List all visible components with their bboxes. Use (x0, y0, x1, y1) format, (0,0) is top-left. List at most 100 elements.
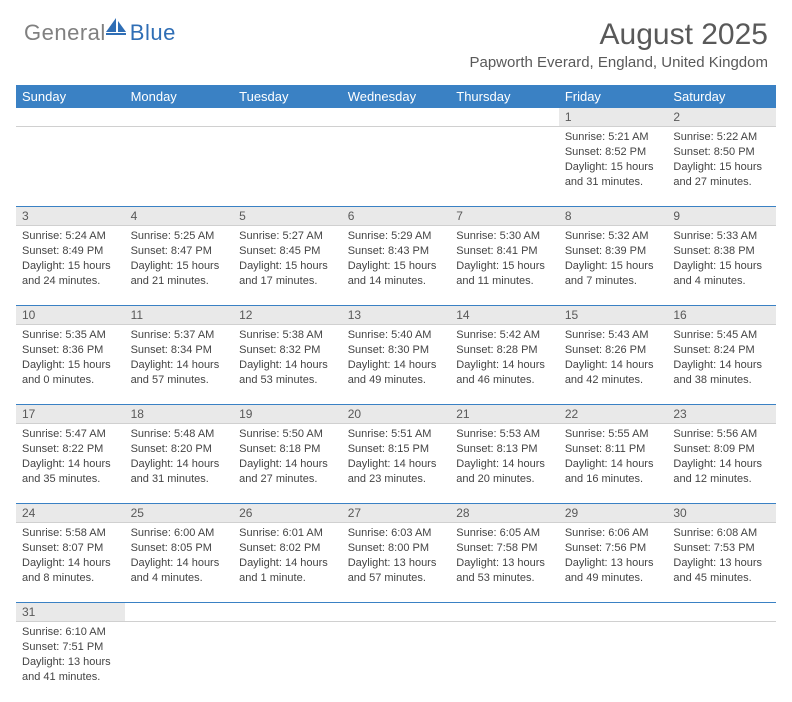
day-content-cell (450, 622, 559, 702)
day-content-cell: Sunrise: 5:43 AMSunset: 8:26 PMDaylight:… (559, 325, 668, 405)
day-number-cell: 6 (342, 207, 451, 226)
day-number-cell (342, 603, 451, 622)
day-number-cell: 31 (16, 603, 125, 622)
day-number-cell (450, 108, 559, 127)
day-number-cell: 20 (342, 405, 451, 424)
day-number-cell: 3 (16, 207, 125, 226)
day-number-cell: 12 (233, 306, 342, 325)
day-number-cell (125, 603, 234, 622)
day-number-cell: 17 (16, 405, 125, 424)
day-content-cell: Sunrise: 6:03 AMSunset: 8:00 PMDaylight:… (342, 523, 451, 603)
day-content-cell: Sunrise: 5:50 AMSunset: 8:18 PMDaylight:… (233, 424, 342, 504)
day-number-cell: 5 (233, 207, 342, 226)
day-content-cell: Sunrise: 6:10 AMSunset: 7:51 PMDaylight:… (16, 622, 125, 702)
day-number-cell: 8 (559, 207, 668, 226)
day-number-cell: 15 (559, 306, 668, 325)
day-content-row: Sunrise: 5:21 AMSunset: 8:52 PMDaylight:… (16, 127, 776, 207)
day-content-cell (342, 127, 451, 207)
weekday-header: Wednesday (342, 85, 451, 108)
day-number-cell: 13 (342, 306, 451, 325)
day-number-cell: 18 (125, 405, 234, 424)
day-content-cell: Sunrise: 5:58 AMSunset: 8:07 PMDaylight:… (16, 523, 125, 603)
day-number-row: 3456789 (16, 207, 776, 226)
day-content-cell: Sunrise: 5:47 AMSunset: 8:22 PMDaylight:… (16, 424, 125, 504)
day-number-cell: 1 (559, 108, 668, 127)
day-content-row: Sunrise: 5:35 AMSunset: 8:36 PMDaylight:… (16, 325, 776, 405)
day-number-cell (667, 603, 776, 622)
title-block: August 2025 Papworth Everard, England, U… (469, 18, 768, 71)
day-content-cell (233, 127, 342, 207)
day-number-cell (125, 108, 234, 127)
day-number-cell: 22 (559, 405, 668, 424)
day-number-cell: 11 (125, 306, 234, 325)
weekday-header: Friday (559, 85, 668, 108)
page-title: August 2025 (469, 18, 768, 52)
day-content-cell (342, 622, 451, 702)
day-content-cell: Sunrise: 5:27 AMSunset: 8:45 PMDaylight:… (233, 226, 342, 306)
day-content-cell (16, 127, 125, 207)
day-content-cell: Sunrise: 5:55 AMSunset: 8:11 PMDaylight:… (559, 424, 668, 504)
day-number-cell: 9 (667, 207, 776, 226)
day-content-cell: Sunrise: 5:53 AMSunset: 8:13 PMDaylight:… (450, 424, 559, 504)
day-content-cell: Sunrise: 5:25 AMSunset: 8:47 PMDaylight:… (125, 226, 234, 306)
day-content-row: Sunrise: 5:24 AMSunset: 8:49 PMDaylight:… (16, 226, 776, 306)
day-content-cell: Sunrise: 6:01 AMSunset: 8:02 PMDaylight:… (233, 523, 342, 603)
day-content-cell: Sunrise: 5:42 AMSunset: 8:28 PMDaylight:… (450, 325, 559, 405)
day-content-cell: Sunrise: 5:38 AMSunset: 8:32 PMDaylight:… (233, 325, 342, 405)
page-subtitle: Papworth Everard, England, United Kingdo… (469, 54, 768, 71)
day-number-row: 12 (16, 108, 776, 127)
day-number-cell: 7 (450, 207, 559, 226)
logo: General Blue (24, 18, 176, 47)
day-content-cell: Sunrise: 5:37 AMSunset: 8:34 PMDaylight:… (125, 325, 234, 405)
day-number-cell (233, 108, 342, 127)
day-number-row: 10111213141516 (16, 306, 776, 325)
day-number-cell: 21 (450, 405, 559, 424)
day-content-cell: Sunrise: 6:08 AMSunset: 7:53 PMDaylight:… (667, 523, 776, 603)
calendar-body: 12Sunrise: 5:21 AMSunset: 8:52 PMDayligh… (16, 108, 776, 702)
day-number-cell: 23 (667, 405, 776, 424)
weekday-header: Thursday (450, 85, 559, 108)
day-number-cell: 4 (125, 207, 234, 226)
day-content-cell: Sunrise: 5:51 AMSunset: 8:15 PMDaylight:… (342, 424, 451, 504)
day-content-cell: Sunrise: 5:48 AMSunset: 8:20 PMDaylight:… (125, 424, 234, 504)
day-number-cell: 16 (667, 306, 776, 325)
day-content-cell: Sunrise: 5:32 AMSunset: 8:39 PMDaylight:… (559, 226, 668, 306)
day-number-row: 17181920212223 (16, 405, 776, 424)
day-content-cell: Sunrise: 5:40 AMSunset: 8:30 PMDaylight:… (342, 325, 451, 405)
day-content-cell: Sunrise: 5:29 AMSunset: 8:43 PMDaylight:… (342, 226, 451, 306)
day-number-cell (450, 603, 559, 622)
day-content-cell: Sunrise: 5:30 AMSunset: 8:41 PMDaylight:… (450, 226, 559, 306)
day-content-cell: Sunrise: 5:35 AMSunset: 8:36 PMDaylight:… (16, 325, 125, 405)
day-number-cell: 28 (450, 504, 559, 523)
day-number-cell: 19 (233, 405, 342, 424)
day-number-cell: 26 (233, 504, 342, 523)
day-content-row: Sunrise: 6:10 AMSunset: 7:51 PMDaylight:… (16, 622, 776, 702)
day-number-cell: 29 (559, 504, 668, 523)
day-number-cell: 30 (667, 504, 776, 523)
day-number-row: 24252627282930 (16, 504, 776, 523)
day-content-cell: Sunrise: 5:24 AMSunset: 8:49 PMDaylight:… (16, 226, 125, 306)
day-number-row: 31 (16, 603, 776, 622)
day-content-cell (233, 622, 342, 702)
day-content-cell (125, 622, 234, 702)
weekday-header-row: Sunday Monday Tuesday Wednesday Thursday… (16, 85, 776, 108)
day-content-cell: Sunrise: 5:56 AMSunset: 8:09 PMDaylight:… (667, 424, 776, 504)
day-number-cell (16, 108, 125, 127)
day-content-row: Sunrise: 5:47 AMSunset: 8:22 PMDaylight:… (16, 424, 776, 504)
day-content-cell: Sunrise: 5:21 AMSunset: 8:52 PMDaylight:… (559, 127, 668, 207)
logo-sail-icon (106, 18, 128, 41)
logo-text-general: General (24, 20, 106, 46)
day-content-row: Sunrise: 5:58 AMSunset: 8:07 PMDaylight:… (16, 523, 776, 603)
day-content-cell (125, 127, 234, 207)
day-content-cell: Sunrise: 6:00 AMSunset: 8:05 PMDaylight:… (125, 523, 234, 603)
day-number-cell: 25 (125, 504, 234, 523)
day-number-cell: 10 (16, 306, 125, 325)
day-content-cell: Sunrise: 5:33 AMSunset: 8:38 PMDaylight:… (667, 226, 776, 306)
day-content-cell (559, 622, 668, 702)
day-content-cell: Sunrise: 5:45 AMSunset: 8:24 PMDaylight:… (667, 325, 776, 405)
day-content-cell (450, 127, 559, 207)
day-content-cell: Sunrise: 5:22 AMSunset: 8:50 PMDaylight:… (667, 127, 776, 207)
weekday-header: Saturday (667, 85, 776, 108)
day-number-cell: 24 (16, 504, 125, 523)
day-content-cell (667, 622, 776, 702)
